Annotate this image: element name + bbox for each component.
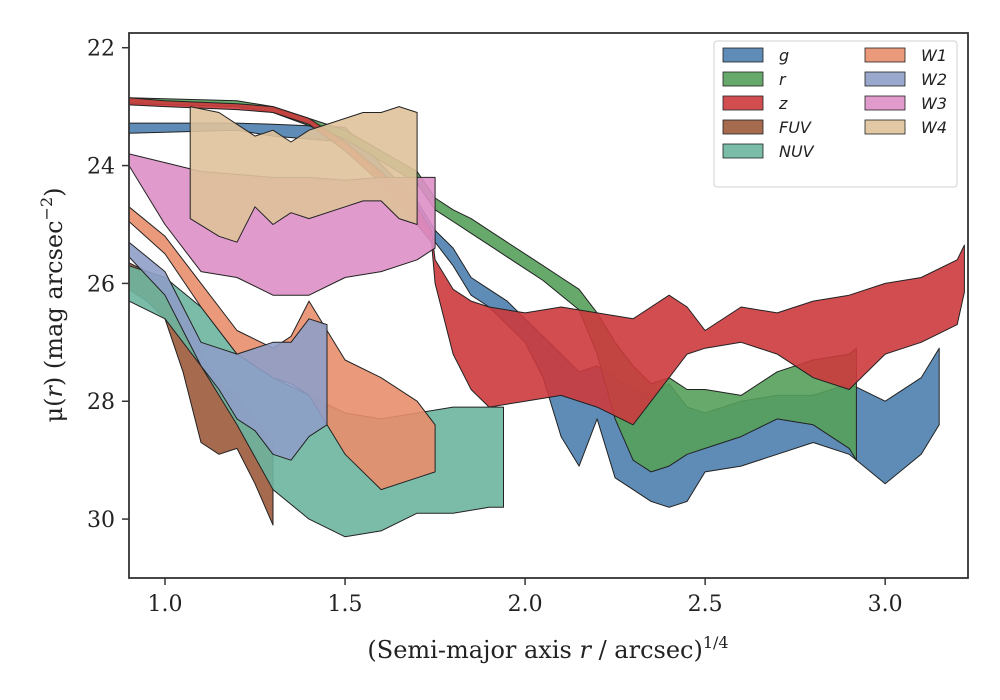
y-axis-label-prefix: μ( (40, 398, 68, 423)
legend-label-w2: W2 (921, 70, 947, 89)
area-w2 (129, 241, 328, 461)
legend: grz FUV NUV W1 W2 W3 W4 (713, 40, 958, 188)
legend-label-w3: W3 (921, 94, 947, 113)
legend-swatch-fuv (722, 119, 764, 135)
x-tick-label: 1.0 (148, 592, 183, 617)
legend-swatch-w3 (864, 95, 906, 111)
x-axis-label-sup: 1/4 (703, 633, 729, 652)
legend-swatch-nuv (722, 143, 764, 159)
legend-swatch-g (722, 47, 764, 63)
legend-label-z: z (778, 94, 788, 113)
legend-swatch-w1 (864, 47, 906, 63)
area-r (129, 97, 857, 473)
y-tick-label: 26 (87, 272, 115, 297)
x-tick-label: 3.0 (868, 592, 903, 617)
y-axis-label-sup: −2 (37, 197, 56, 221)
y-tick-label: 22 (87, 37, 115, 62)
legend-label-g: g (779, 46, 789, 65)
legend-label-w1: W1 (921, 46, 947, 65)
y-tick-label: 30 (87, 508, 115, 533)
y-tick-label: 24 (87, 155, 115, 180)
legend-label-r: r (779, 70, 787, 89)
x-tick-label: 2.0 (508, 592, 543, 617)
x-axis-ticks: 1.0 1.5 2.0 2.5 3.0 (148, 578, 903, 617)
legend-swatch-z (722, 95, 764, 111)
legend-label-fuv: FUV (779, 118, 812, 137)
x-tick-label: 1.5 (328, 592, 363, 617)
series-areas (129, 97, 965, 538)
legend-swatch-r (722, 71, 764, 87)
y-axis-label-close: ) (40, 187, 68, 196)
x-axis-label-prefix: (Semi-major axis (367, 636, 579, 664)
y-axis-label-suffix: ) (mag arcsec (40, 220, 68, 386)
x-axis-label-var: r (579, 636, 592, 664)
y-axis-ticks: 22 24 26 28 30 (87, 37, 129, 533)
legend-swatch-w4 (864, 119, 906, 135)
area-w4 (189, 106, 418, 243)
y-tick-label: 28 (87, 390, 115, 415)
x-axis-label: (Semi-major axis r / arcsec)1/4 (367, 633, 728, 664)
y-axis-label: μ(r) (mag arcsec−2) (37, 187, 68, 422)
legend-swatch-w2 (864, 71, 906, 87)
plot-frame (128, 32, 969, 579)
y-axis-label-var: r (40, 385, 68, 398)
x-tick-label: 2.5 (688, 592, 723, 617)
x-axis-label-suffix: / arcsec) (591, 636, 703, 664)
area-z (129, 97, 965, 426)
legend-label-w4: W4 (921, 118, 947, 137)
legend-label-nuv: NUV (779, 142, 815, 161)
